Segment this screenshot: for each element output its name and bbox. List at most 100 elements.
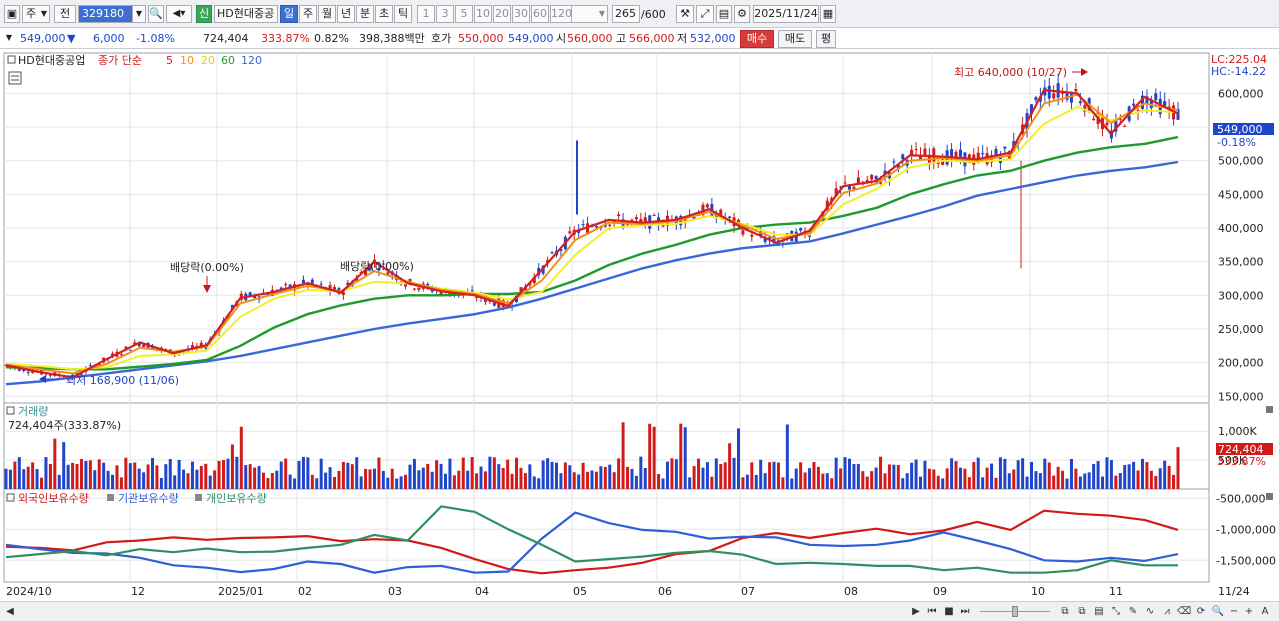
extra-select[interactable]: ▼ bbox=[570, 5, 608, 23]
buy-button[interactable]: 매수 bbox=[740, 30, 774, 48]
rewind-icon[interactable]: ⏮ bbox=[927, 606, 937, 617]
chart-scrollbar[interactable]: ◀ ▶ ⏮ ■ ⏭ ⧉ ⧉ ▤ ⤡ ✎ ∿ ⩘ ⌫ ⟳ 🔍 − + A bbox=[0, 601, 1279, 621]
candle-body bbox=[119, 354, 123, 356]
stock-name-field[interactable]: HD현대중공 bbox=[214, 5, 278, 23]
timeframe-button[interactable]: 분 bbox=[356, 5, 374, 23]
low-label: 저 bbox=[677, 32, 688, 45]
interval-button[interactable]: 1 bbox=[417, 5, 435, 23]
candle-body bbox=[1105, 122, 1109, 126]
speaker-icon[interactable]: ◀▾ bbox=[166, 5, 192, 23]
font-size-icon[interactable]: A bbox=[1261, 606, 1269, 617]
candle-body bbox=[368, 264, 372, 271]
display-count-input[interactable]: 265 bbox=[612, 5, 640, 23]
volume-bar bbox=[750, 462, 754, 489]
code-dropdown-icon[interactable]: ▼ bbox=[132, 5, 146, 23]
holding-legend-foreign: 외국인보유수량 bbox=[18, 492, 89, 505]
chart-settings-icon[interactable]: ⚒ bbox=[676, 5, 694, 23]
candle-body bbox=[772, 236, 776, 244]
candle-body bbox=[879, 181, 883, 184]
zoom-search-icon[interactable]: 🔍 bbox=[1211, 606, 1225, 617]
sell-button[interactable]: 매도 bbox=[778, 30, 812, 48]
forward-icon[interactable]: ⏭ bbox=[960, 606, 970, 617]
panel-close-icon[interactable] bbox=[1266, 406, 1273, 413]
timeframe-button[interactable]: 일 bbox=[280, 5, 298, 23]
volume-subtitle: 724,404주(333.87%) bbox=[8, 419, 121, 432]
credit-badge[interactable]: 신 bbox=[196, 5, 212, 23]
volume-bar bbox=[874, 467, 878, 489]
stock-chart[interactable]: 150,000 200,000 250,000 300,000 350,000 400,0… bbox=[0, 50, 1279, 601]
candle-body bbox=[741, 230, 745, 235]
zoom-out-icon[interactable]: − bbox=[1229, 606, 1239, 617]
interval-button[interactable]: 10 bbox=[474, 5, 492, 23]
scroll-left-icon[interactable]: ◀ bbox=[6, 606, 14, 617]
volume-bar bbox=[847, 458, 851, 489]
chart-layout-icon[interactable]: ▣ bbox=[4, 5, 20, 23]
calendar-icon[interactable]: ▦ bbox=[820, 5, 836, 23]
volume-bar bbox=[226, 458, 230, 489]
candle-body bbox=[1030, 104, 1033, 115]
pattern-icon[interactable]: ⩘ bbox=[1164, 606, 1170, 617]
volume-bar bbox=[1105, 457, 1109, 489]
zoom-in-icon[interactable]: + bbox=[1244, 606, 1254, 617]
volume-bar bbox=[657, 473, 661, 489]
wave-icon[interactable]: ∿ bbox=[1145, 606, 1155, 617]
interval-button[interactable]: 60 bbox=[531, 5, 549, 23]
interval-button[interactable]: 5 bbox=[455, 5, 473, 23]
volume-bar bbox=[488, 456, 492, 489]
x-axis-label: 09 bbox=[933, 585, 947, 598]
timeframe-button[interactable]: 틱 bbox=[394, 5, 412, 23]
volume-bar bbox=[1056, 466, 1060, 489]
trendline-icon[interactable]: ⤡ bbox=[1112, 606, 1120, 617]
panel-close-icon[interactable] bbox=[1266, 493, 1273, 500]
interval-button[interactable]: 30 bbox=[512, 5, 530, 23]
crosshair-icon[interactable]: ⤢ bbox=[696, 5, 714, 23]
candle-body bbox=[950, 149, 954, 160]
volume-bar bbox=[510, 473, 514, 489]
date-input[interactable]: 2025/11/24 bbox=[753, 5, 819, 23]
volume-bar bbox=[1114, 475, 1118, 489]
candle-body bbox=[333, 287, 337, 292]
candle-body bbox=[870, 174, 874, 180]
volume-bar bbox=[435, 460, 439, 489]
interval-button[interactable]: 20 bbox=[493, 5, 511, 23]
x-axis-label: 03 bbox=[388, 585, 402, 598]
last-pct-tag: -0.18% bbox=[1217, 136, 1256, 149]
draw-icon[interactable]: ✎ bbox=[1128, 606, 1138, 617]
stock-code-input[interactable]: 329180 bbox=[78, 5, 136, 23]
eval-button[interactable]: 평 bbox=[816, 30, 836, 48]
lc-label: LC:225.04 bbox=[1211, 53, 1267, 66]
table-toggle-icon[interactable] bbox=[8, 71, 22, 85]
interval-button[interactable]: 3 bbox=[436, 5, 454, 23]
timeframe-button[interactable]: 년 bbox=[337, 5, 355, 23]
volume-bar bbox=[1167, 465, 1171, 489]
volume-bar bbox=[346, 462, 350, 489]
candle-body bbox=[1118, 118, 1122, 120]
play-icon[interactable]: ▶ bbox=[912, 606, 920, 617]
search-icon[interactable]: 🔍 bbox=[148, 5, 164, 23]
volume-bar bbox=[404, 474, 408, 489]
eraser-icon[interactable]: ⌫ bbox=[1177, 606, 1192, 617]
save-icon[interactable]: ▤ bbox=[716, 5, 732, 23]
zoom-slider-handle[interactable] bbox=[1012, 606, 1018, 617]
volume-bar bbox=[665, 461, 669, 489]
volume-bar bbox=[1025, 476, 1029, 489]
interval-button[interactable]: 120 bbox=[550, 5, 572, 23]
layout-icon[interactable]: ▤ bbox=[1094, 606, 1104, 617]
period-select[interactable]: 주 ▼ bbox=[22, 5, 50, 23]
volume-bar bbox=[1132, 461, 1136, 489]
compare-icon[interactable]: ⧉ bbox=[1061, 606, 1069, 617]
gear-icon[interactable]: ⚙ bbox=[734, 5, 750, 23]
refresh-icon[interactable]: ⟳ bbox=[1196, 606, 1206, 617]
quote-expand-icon[interactable]: ▼ bbox=[3, 30, 15, 48]
stop-icon[interactable]: ■ bbox=[944, 606, 954, 617]
prev-button[interactable]: 전 bbox=[54, 5, 76, 23]
candle-body bbox=[874, 175, 878, 180]
overlay-icon[interactable]: ⧉ bbox=[1078, 606, 1086, 617]
volume-bar bbox=[324, 472, 328, 489]
volume-bar bbox=[768, 462, 772, 489]
timeframe-button[interactable]: 월 bbox=[318, 5, 336, 23]
volume-bar bbox=[670, 458, 674, 489]
low-annotation: 최저 168,900 (11/06) bbox=[66, 374, 179, 387]
timeframe-button[interactable]: 주 bbox=[299, 5, 317, 23]
timeframe-button[interactable]: 초 bbox=[375, 5, 393, 23]
